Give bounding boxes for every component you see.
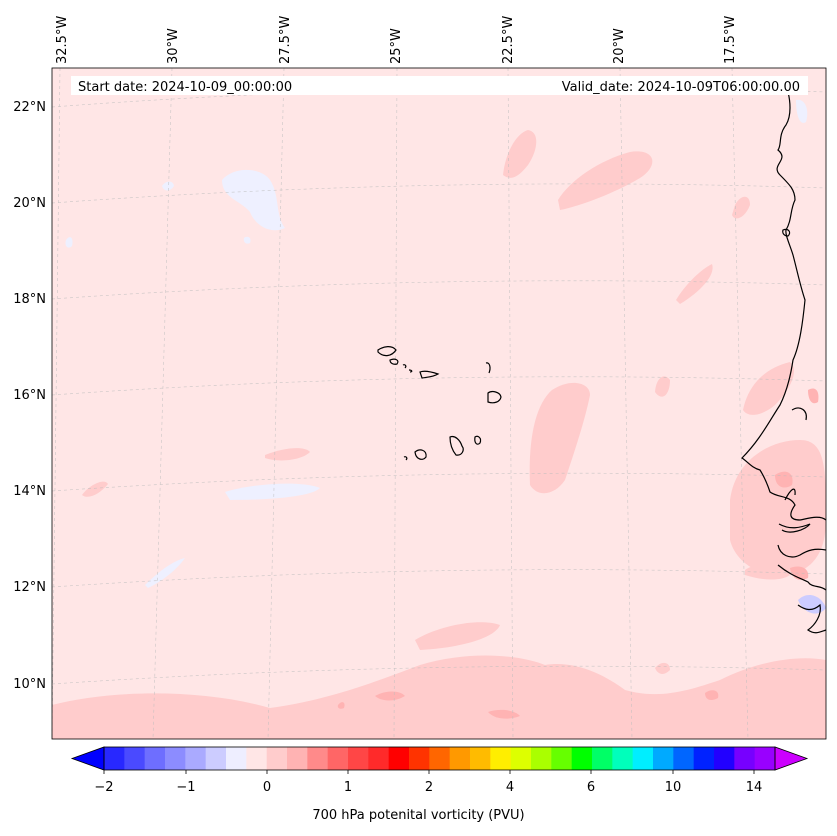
map-frame xyxy=(51,67,827,740)
cbar-tick-label: 6 xyxy=(587,780,595,795)
colorbar-cell xyxy=(531,747,552,770)
coastline xyxy=(741,91,827,634)
lat-label-14n: 14°N xyxy=(13,484,46,499)
colorbar: −2 −1 0 1 2 4 6 10 14 xyxy=(70,746,809,795)
cbar-tick-label: 4 xyxy=(506,780,514,795)
colorbar-cell xyxy=(266,747,288,770)
start-date-label: Start date: 2024-10-09_00:00:00 xyxy=(78,80,292,95)
lon-label-25w: 25°W xyxy=(389,28,404,64)
lat-label-22n: 22°N xyxy=(13,100,46,115)
colorbar-cell xyxy=(287,747,308,770)
cbar-tick-label: 2 xyxy=(425,780,433,795)
lat-label-10n: 10°N xyxy=(13,677,46,692)
colorbar-cell xyxy=(571,747,593,770)
colorbar-cell xyxy=(632,747,654,770)
lat-label-12n: 12°N xyxy=(13,580,46,595)
colorbar-cell xyxy=(104,747,125,770)
lon-label-27-5w: 27.5°W xyxy=(278,16,293,64)
graticule xyxy=(51,67,827,740)
colorbar-cell xyxy=(754,747,776,770)
colorbar-cell xyxy=(734,747,756,770)
colorbar-cell xyxy=(409,747,430,770)
lon-label-17-5w: 17.5°W xyxy=(723,16,738,64)
colorbar-cell xyxy=(592,747,613,770)
map-background xyxy=(52,68,826,739)
colorbar-cell xyxy=(673,747,695,770)
lon-label-32-5w: 32.5°W xyxy=(55,16,70,64)
lat-label-16n: 16°N xyxy=(13,388,46,403)
pv-shading xyxy=(52,99,826,739)
lat-label-20n: 20°N xyxy=(13,196,46,211)
cbar-tick-label: 14 xyxy=(746,780,763,795)
colorbar-cell xyxy=(653,747,674,770)
colorbar-cell xyxy=(185,747,207,770)
colorbar-tick-labels: −2 −1 0 1 2 4 6 10 14 xyxy=(94,780,762,795)
colorbar-title: 700 hPa potenital vorticity (PVU) xyxy=(312,808,525,823)
colorbar-cell xyxy=(327,747,349,770)
info-bar xyxy=(71,76,808,95)
colorbar-cell xyxy=(348,747,369,770)
colorbar-extend-max xyxy=(774,746,809,771)
colorbar-cell xyxy=(165,747,186,770)
colorbar-cell xyxy=(510,747,532,770)
colorbar-cell xyxy=(226,747,247,770)
lat-label-18n: 18°N xyxy=(13,292,46,307)
colorbar-cell xyxy=(205,747,227,770)
lon-label-30w: 30°W xyxy=(166,28,181,64)
cbar-tick-label: 1 xyxy=(344,780,352,795)
colorbar-cell xyxy=(307,747,329,770)
colorbar-cell xyxy=(449,747,471,770)
colorbar-cell xyxy=(693,747,715,770)
cape-verde-islands xyxy=(377,346,502,461)
colorbar-cell xyxy=(714,747,735,770)
colorbar-cell xyxy=(388,747,410,770)
latitude-labels: 22°N 20°N 18°N 16°N 14°N 12°N 10°N xyxy=(13,100,46,692)
colorbar-cells xyxy=(104,747,776,770)
cbar-tick-label: −1 xyxy=(176,780,195,795)
colorbar-cell xyxy=(470,747,491,770)
colorbar-outline xyxy=(103,746,776,771)
lon-label-22-5w: 22.5°W xyxy=(501,16,516,64)
pv-shading-strong xyxy=(337,388,819,719)
colorbar-cell xyxy=(551,747,573,770)
colorbar-cell xyxy=(144,747,166,770)
cbar-tick-label: 10 xyxy=(665,780,682,795)
cbar-tick-label: −2 xyxy=(94,780,113,795)
colorbar-cell xyxy=(124,747,146,770)
colorbar-cell xyxy=(368,747,390,770)
colorbar-cell xyxy=(429,747,451,770)
valid-date-label: Valid_date: 2024-10-09T06:00:00.00 xyxy=(562,80,800,95)
longitude-labels: 32.5°W 30°W 27.5°W 25°W 22.5°W 20°W 17.5… xyxy=(55,16,738,64)
colorbar-cell xyxy=(612,747,634,770)
colorbar-ticks xyxy=(103,770,755,774)
colorbar-cell xyxy=(246,747,268,770)
colorbar-cell xyxy=(490,747,512,770)
colorbar-extend-min xyxy=(70,746,105,771)
lon-label-20w: 20°W xyxy=(612,28,627,64)
cbar-tick-label: 0 xyxy=(263,780,271,795)
